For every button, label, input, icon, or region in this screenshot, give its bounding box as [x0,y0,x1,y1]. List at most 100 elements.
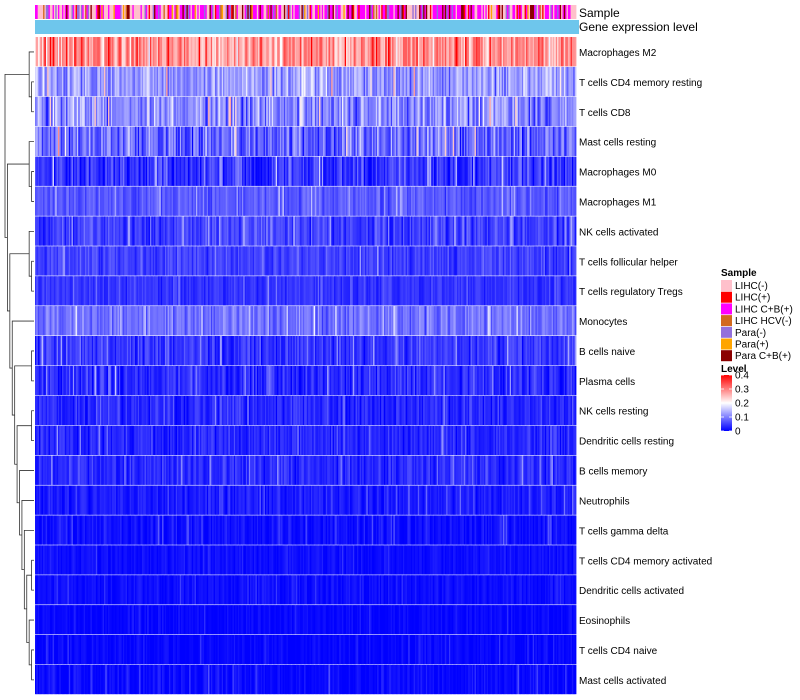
heatmap-cell [347,37,350,67]
heatmap-cell [369,37,371,67]
heatmap-cell [551,246,554,276]
heatmap-cell [197,216,200,246]
heatmap-cell [557,96,559,127]
heatmap-cell [394,306,397,336]
heatmap-cell [432,156,435,186]
heatmap-cell [369,246,371,276]
heatmap-cell [270,336,273,366]
heatmap-cell [374,246,377,276]
sample-cell [309,5,312,19]
heatmap-cell [121,336,124,366]
heatmap-cell [571,156,574,186]
heatmap-cell [281,186,283,216]
heatmap-cell [40,66,43,97]
heatmap-cell [290,96,293,127]
heatmap-cell [266,37,269,67]
heatmap-cell [286,126,289,156]
heatmap-cell [216,306,218,336]
sample-cell [178,5,181,19]
heatmap-cell [515,306,517,336]
heatmap-cell [229,66,232,97]
sample-cell [511,5,513,19]
heatmap-cell [333,96,336,127]
heatmap-cell [135,66,137,97]
heatmap-cell [519,306,521,336]
heatmap-cell [363,66,366,97]
heatmap-cell [536,37,539,67]
heatmap-cell [178,37,181,67]
sample-cell [190,5,193,19]
heatmap-cell [213,306,216,336]
heatmap-cell [214,216,217,246]
heatmap-cell [390,246,393,276]
heatmap-cell [57,186,60,216]
heatmap-cell [346,336,348,366]
heatmap-cell [433,126,436,156]
heatmap-cell [507,96,509,127]
heatmap-cell [79,156,82,186]
heatmap-cell [298,156,301,186]
heatmap-cell [308,66,310,97]
heatmap-cell [187,365,190,396]
heatmap-cell [122,96,125,127]
heatmap-cell [177,306,179,336]
sample-cell [202,5,205,19]
heatmap-cell [237,126,240,156]
heatmap-cell [463,306,466,336]
heatmap-cell [546,306,548,336]
heatmap-cell [90,66,93,97]
heatmap-cell [473,66,475,97]
heatmap-cell [479,306,482,336]
heatmap-cell [282,37,285,67]
heatmap-cell [259,156,262,186]
heatmap-cell [186,66,189,97]
heatmap-cell [365,246,367,276]
heatmap-cell [432,186,435,216]
heatmap-cell [546,246,548,276]
heatmap-cell [486,126,489,156]
heatmap-cell [251,126,254,156]
heatmap-cell [500,306,503,336]
sample-cell [279,5,282,19]
heatmap-cell [149,246,152,276]
heatmap-cell [377,336,379,366]
heatmap-row [35,96,577,127]
heatmap-cell [110,276,113,306]
heatmap-cell [64,66,67,97]
heatmap-cell [566,96,569,127]
sample-cell [479,5,482,19]
heatmap-cell [344,216,347,246]
heatmap-cell [433,246,436,276]
heatmap-cell [436,186,439,216]
heatmap-cell [213,66,216,97]
heatmap-cell [278,96,281,127]
heatmap-cell [273,37,275,67]
heatmap-cell [540,66,543,97]
heatmap-cell [159,37,162,67]
heatmap-cell [231,156,233,186]
heatmap-cell [471,186,474,216]
heatmap-cell [344,156,347,186]
heatmap-cell [427,336,429,366]
heatmap-cell [513,96,516,127]
heatmap-cell [306,186,309,216]
heatmap-cell [194,246,197,276]
heatmap-cell [183,126,186,156]
heatmap-cell [427,216,429,246]
heatmap-cell [143,306,145,336]
heatmap-cell [354,66,356,97]
heatmap-cell [105,246,108,276]
heatmap-cell [55,186,58,216]
heatmap-cell [312,306,315,336]
heatmap-cell [416,306,419,336]
heatmap-cell [420,66,423,97]
heatmap-cell [419,306,421,336]
heatmap-cell [554,126,557,156]
heatmap-cell [99,306,102,336]
sample-cell [531,5,534,19]
heatmap-cell [49,365,52,396]
heatmap-cell [386,306,389,336]
heatmap-cell [455,156,458,186]
heatmap-cell [413,216,416,246]
heatmap-cell [492,66,494,97]
